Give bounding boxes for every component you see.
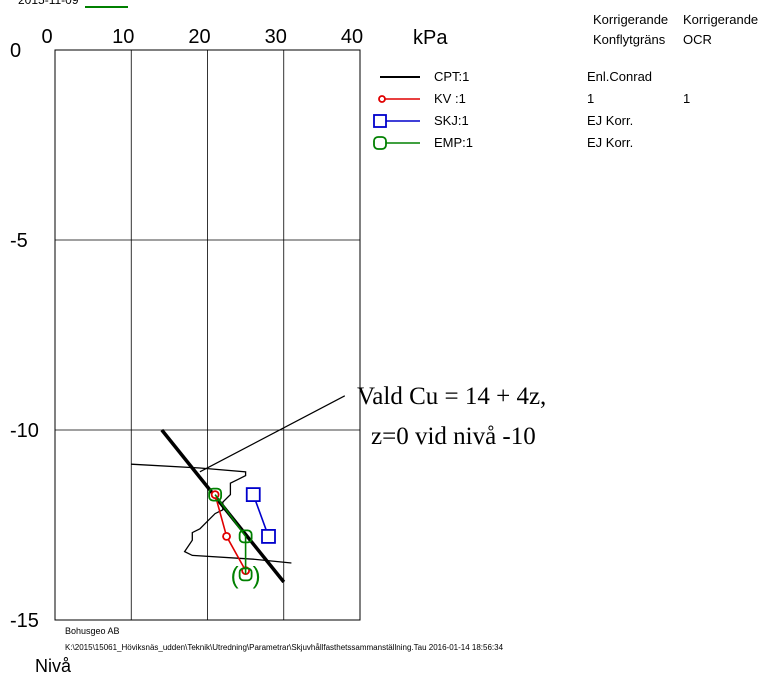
top-date-label: 2015-11-09 bbox=[18, 0, 79, 7]
legend-correction-2: EJ Korr. bbox=[587, 113, 633, 128]
legend-name-3: EMP:1 bbox=[434, 135, 473, 150]
data-point-2-1 bbox=[261, 529, 276, 544]
y-axis-label: Nivå bbox=[35, 656, 72, 676]
y-tick-label-2: -10 bbox=[10, 420, 39, 442]
y-tick-label-1: -5 bbox=[10, 230, 28, 252]
legend-header-2-line1: Korrigerande bbox=[683, 12, 758, 27]
x-axis-label: kPa bbox=[413, 27, 448, 49]
bracket-right: ) bbox=[253, 562, 261, 589]
legend-name-2: SKJ:1 bbox=[434, 113, 469, 128]
legend-ocr-1: 1 bbox=[683, 91, 690, 106]
y-tick-labels: 0 -5 -10 -15 bbox=[10, 40, 39, 632]
legend-header-2-line2: OCR bbox=[683, 32, 712, 47]
footer-company: Bohusgeo AB bbox=[65, 626, 120, 636]
x-tick-label-2: 20 bbox=[188, 26, 210, 48]
bracket-left: ( bbox=[231, 562, 239, 589]
x-tick-label-0: 0 bbox=[41, 26, 52, 48]
data-series: () bbox=[131, 395, 346, 589]
annotation-line2: z=0 vid nivå -10 bbox=[371, 423, 536, 450]
y-tick-label-3: -15 bbox=[10, 610, 39, 632]
data-point-3-1 bbox=[238, 529, 253, 544]
series-line-0 bbox=[131, 463, 292, 564]
legend-marker-1 bbox=[378, 95, 386, 103]
footer-path: K:\2015\15061_Höviksnäs_udden\Teknik\Utr… bbox=[65, 643, 504, 652]
series-line-1 bbox=[214, 494, 247, 571]
x-tick-label-1: 10 bbox=[112, 26, 134, 48]
plot-frame bbox=[54, 49, 361, 621]
legend-header-1-line1: Korrigerande bbox=[593, 12, 668, 27]
plot-grid bbox=[55, 50, 360, 620]
legend-correction-0: Enl.Conrad bbox=[587, 69, 652, 84]
data-point-3-0 bbox=[208, 487, 223, 502]
legend-correction-3: EJ Korr. bbox=[587, 135, 633, 150]
x-tick-label-3: 30 bbox=[265, 26, 287, 48]
legend-marker-3 bbox=[373, 136, 387, 150]
legend: CPT:1 Enl.Conrad KV :1 1 1 SKJ:1 EJ Korr. EMP:1… bbox=[373, 69, 690, 150]
legend-correction-1: 1 bbox=[587, 91, 594, 106]
y-tick-label-0: 0 bbox=[10, 40, 21, 62]
data-point-1-1 bbox=[222, 532, 231, 541]
legend-name-1: KV :1 bbox=[434, 91, 466, 106]
annotation-leader-line bbox=[199, 395, 346, 473]
data-point-2-0 bbox=[245, 487, 261, 503]
data-point-3-2 bbox=[238, 567, 253, 582]
legend-name-0: CPT:1 bbox=[434, 69, 469, 84]
legend-header-1-line2: Konflytgräns bbox=[593, 32, 666, 47]
x-tick-labels: 0 10 20 30 40 bbox=[41, 26, 363, 48]
x-tick-label-4: 40 bbox=[341, 26, 363, 48]
annotation-line1: Vald Cu = 14 + 4z, bbox=[357, 383, 546, 410]
series-line-3 bbox=[214, 494, 247, 575]
legend-marker-2 bbox=[373, 114, 387, 128]
